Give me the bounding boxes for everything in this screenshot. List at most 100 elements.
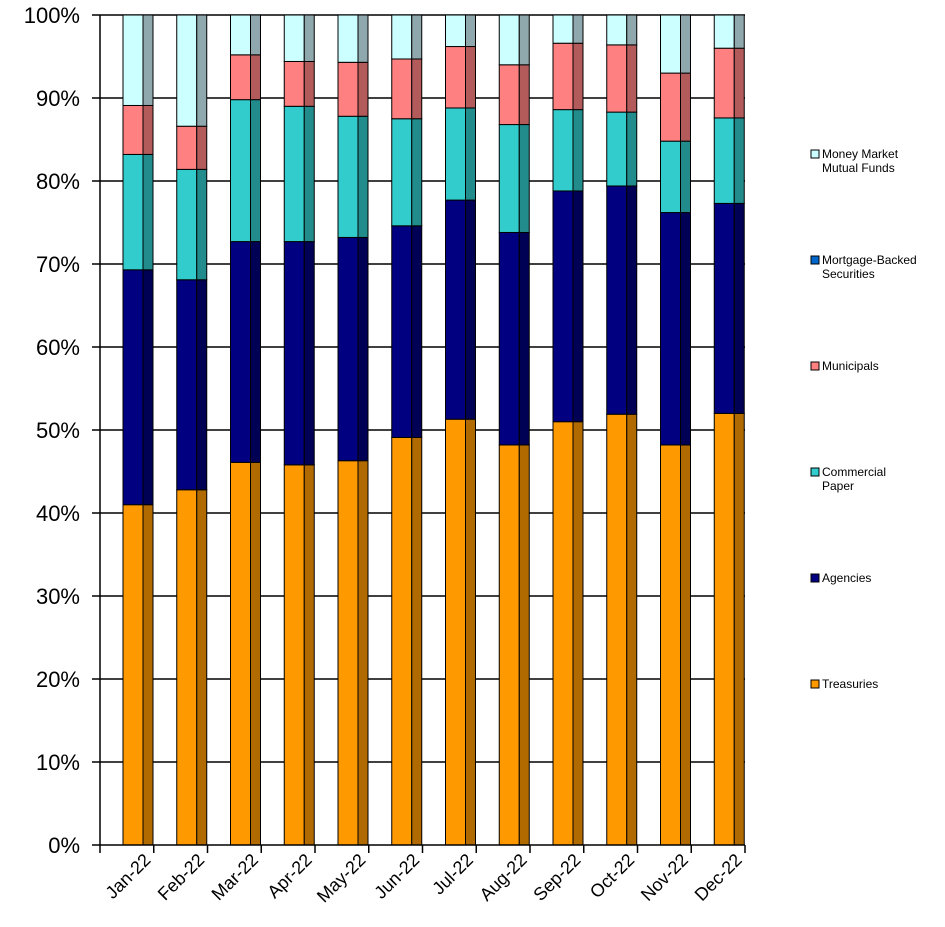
bar-agencies [498,231,520,446]
bar-municipals [176,125,198,170]
legend-swatch-mortgage-backed-securities [810,255,820,265]
bar-side-treasuries [357,460,369,846]
bar-agencies [230,241,251,463]
bar-agencies [606,185,628,415]
y-tick-label: 60% [36,335,80,360]
bar-money-market-mutual-funds [337,14,359,63]
bar-agencies [122,269,144,506]
bar-money-market-mutual-funds [176,14,198,127]
bar-commercial-paper [122,153,144,271]
bar-side-commercial-paper [142,153,154,271]
bar-treasuries [283,464,305,846]
bar-municipals [660,72,681,142]
bar-municipals [713,47,735,119]
bar-treasuries [498,444,520,846]
bar-side-commercial-paper [196,168,208,281]
x-tick-label: Apr-22 [263,850,315,902]
bar-commercial-paper [176,168,198,281]
bar-agencies [713,202,735,414]
bar-treasuries [445,418,466,846]
bar-side-treasuries [411,436,423,846]
bar-side-money-market-mutual-funds [411,14,423,60]
bar-money-market-mutual-funds [498,14,520,66]
bar-agencies [337,236,359,462]
bar-agencies [391,225,413,438]
bar-municipals [283,60,305,107]
y-tick-label: 10% [36,750,80,775]
x-tick-label: May-22 [313,850,370,907]
bar-side-municipals [250,54,261,101]
bar-treasuries [230,461,251,846]
bar-side-money-market-mutual-funds [626,14,638,46]
bar-side-commercial-paper [572,109,584,192]
bar-treasuries [606,413,628,846]
y-tick-label: 40% [36,501,80,526]
x-tick-label: Jul-22 [428,850,477,899]
bar-money-market-mutual-funds [122,14,144,106]
bar-agencies [445,199,466,420]
bar-side-municipals [733,47,745,119]
legend-label-treasuries: Treasuries [822,677,878,691]
bar-side-agencies [303,241,315,466]
y-tick-label: 0% [48,833,80,858]
bar-agencies [283,241,305,466]
bar-commercial-paper [230,99,251,243]
bar-side-money-market-mutual-funds [196,14,208,127]
bar-side-agencies [572,190,584,423]
bar-side-municipals [411,58,423,120]
bar-side-treasuries [196,489,208,846]
y-tick-label: 50% [36,418,80,443]
bar-agencies [552,190,574,423]
bar-municipals [498,64,520,126]
y-tick-label: 100% [24,3,80,28]
bar-side-treasuries [572,421,584,846]
bar-side-commercial-paper [626,111,638,187]
y-tick-label: 30% [36,584,80,609]
bar-treasuries [660,444,681,846]
bar-side-municipals [626,44,638,113]
legend-swatch-municipals [810,361,820,371]
y-tick-label: 90% [36,86,80,111]
bar-municipals [445,46,466,109]
x-tick-label: Dec-22 [691,850,746,905]
legend-label-mortgage-backed-securities: Mortgage-Backed Securities [822,253,917,281]
bar-side-money-market-mutual-funds [518,14,530,66]
y-tick-label: 20% [36,667,80,692]
bar-money-market-mutual-funds [606,14,628,46]
bar-side-money-market-mutual-funds [142,14,154,106]
bar-side-municipals [465,46,476,109]
bar-side-treasuries [626,413,638,846]
bar-side-commercial-paper [680,140,691,214]
bar-side-money-market-mutual-funds [680,14,691,74]
bar-side-commercial-paper [733,117,745,204]
legend-label-municipals: Municipals [822,359,879,373]
bar-side-treasuries [465,418,476,846]
bar-money-market-mutual-funds [391,14,413,60]
bar-side-agencies [357,236,369,462]
x-tick-label: Jun-22 [370,850,423,903]
bar-treasuries [391,436,413,846]
bar-money-market-mutual-funds [445,14,466,48]
bar-side-agencies [518,231,530,446]
bar-side-money-market-mutual-funds [303,14,315,62]
bar-side-commercial-paper [250,99,261,243]
bar-side-municipals [572,42,584,111]
bar-side-municipals [142,104,154,155]
bar-side-money-market-mutual-funds [250,14,261,56]
x-tick-label: Sep-22 [529,850,584,905]
bar-side-municipals [196,125,208,170]
bar-side-money-market-mutual-funds [572,14,584,44]
bar-money-market-mutual-funds [713,14,735,49]
bar-treasuries [552,421,574,846]
bar-side-municipals [303,60,315,107]
bar-side-treasuries [142,504,154,846]
bar-commercial-paper [445,107,466,201]
bar-treasuries [122,504,144,846]
bar-side-municipals [680,72,691,142]
bar-treasuries [337,460,359,846]
bar-side-agencies [626,185,638,415]
bar-money-market-mutual-funds [660,14,681,74]
bar-money-market-mutual-funds [230,14,251,56]
bar-treasuries [713,412,735,846]
bar-side-municipals [518,64,530,126]
